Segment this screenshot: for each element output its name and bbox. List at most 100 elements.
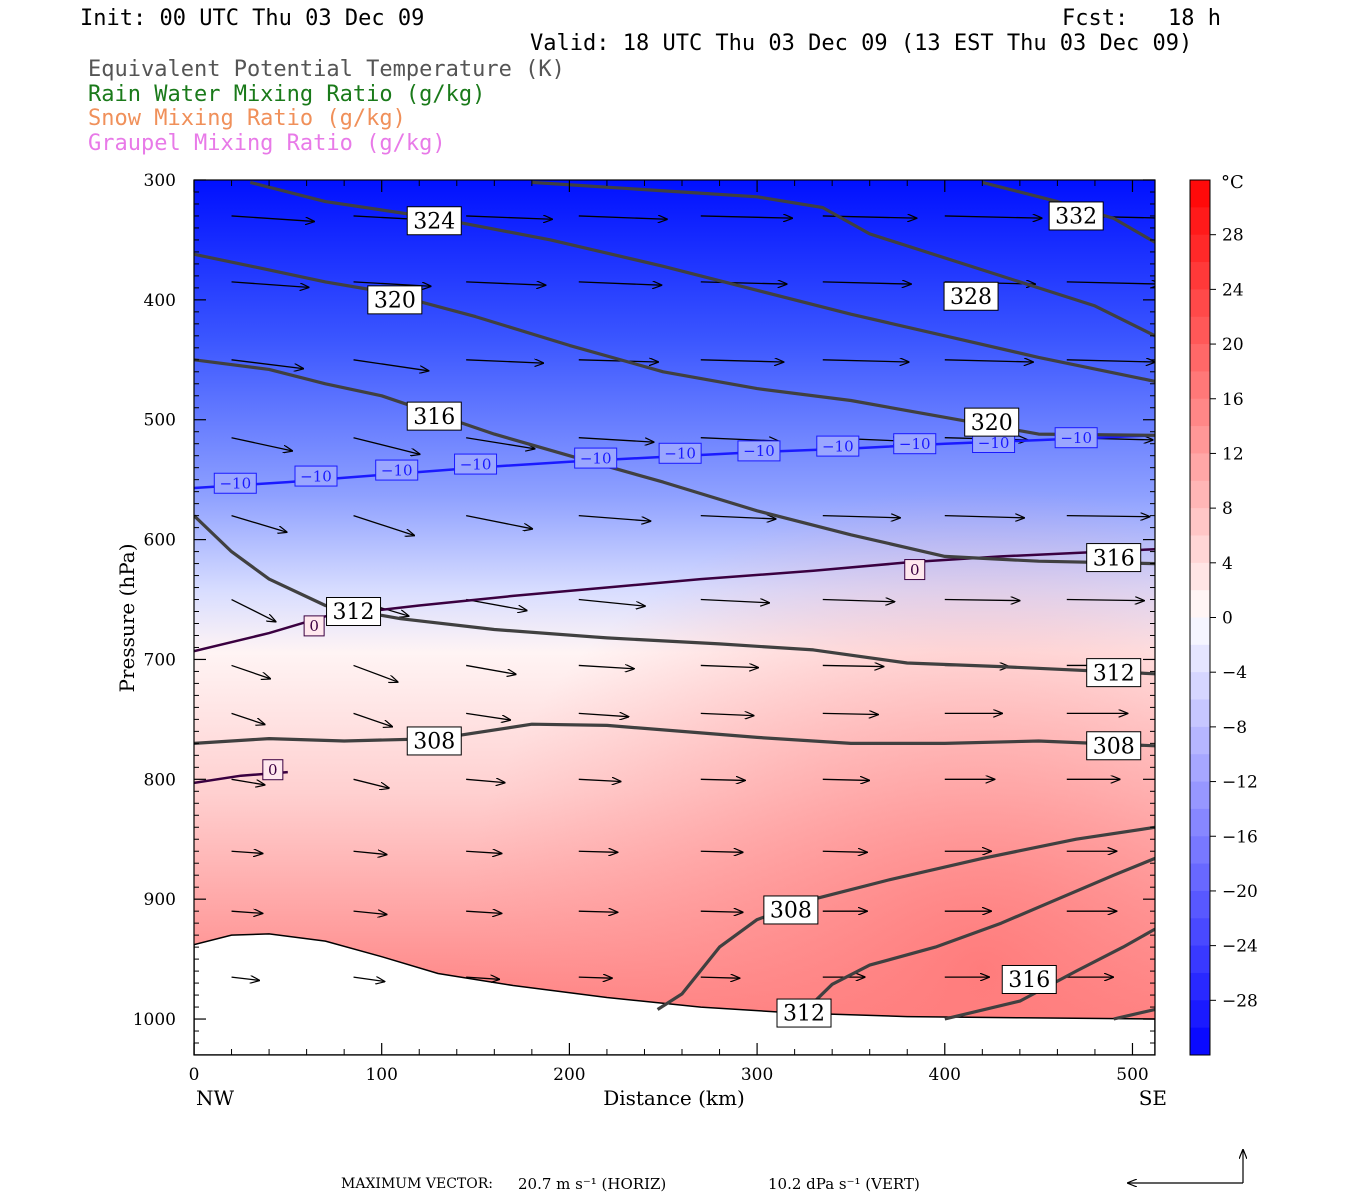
wind-vector [944, 516, 1024, 518]
theta-e-contour-label-box [367, 285, 423, 315]
y-tick-label: 900 [144, 890, 176, 910]
wind-vector [231, 598, 276, 622]
theta-e-contour-label: 308 [770, 899, 812, 924]
wind-vector [822, 600, 895, 602]
x-tick-label: 100 [365, 1065, 397, 1085]
wind-vector [466, 977, 499, 979]
temperature-contour-label: 0 [309, 617, 319, 635]
wind-vector [1066, 600, 1144, 601]
x-end-label-left: NW [196, 1086, 235, 1110]
wind-vector [700, 977, 740, 978]
wind-vector [353, 911, 387, 914]
y-tick-label: 400 [144, 291, 176, 311]
colorbar-tick-label: −28 [1222, 991, 1258, 1011]
theta-e-contour-label-box [406, 726, 462, 756]
temperature-contour-label-box [454, 453, 498, 475]
wind-vector [822, 282, 911, 284]
y-axis-label: Pressure (hPa) [115, 544, 139, 693]
temperature-contour-label-box [294, 465, 338, 487]
colorbar-tick-label: 16 [1222, 390, 1244, 410]
wind-vector [578, 911, 618, 912]
wind-vector [700, 360, 784, 362]
colorbar-tick-label: 0 [1222, 609, 1233, 629]
theta-e-contour-label-box [406, 401, 462, 431]
y-tick-label: 500 [144, 411, 176, 431]
init-time: Init: 00 UTC Thu 03 Dec 09 [80, 6, 425, 31]
wind-vector [700, 516, 776, 519]
wind-vector [466, 911, 501, 913]
theta-e-contour-line [194, 358, 1155, 566]
wind-vector [578, 713, 629, 716]
theta-e-contour-label: 312 [783, 1002, 825, 1027]
theta-e-contour-label: 308 [1093, 734, 1135, 759]
wind-vector [466, 712, 510, 720]
theta-e-contour-line [531, 180, 1155, 338]
temperature-contour-label: −10 [822, 437, 854, 455]
wind-vector [822, 360, 909, 362]
legend-rain: Rain Water Mixing Ratio (g/kg) [88, 82, 486, 107]
temperature-contour-label-box [375, 459, 419, 481]
plot-area: −10 −10 −10 −10 −10 −10 −10 −10 −10 −10 −10 0 0 0 332 3… [194, 180, 1155, 1055]
terrain-fill [194, 933, 1155, 1055]
temperature-contour-label-box [904, 559, 926, 581]
wind-vector [700, 216, 792, 218]
theta-e-contour-label-box [1048, 201, 1104, 231]
wind-vector [578, 514, 651, 522]
wind-vector [353, 977, 385, 981]
temperature-contour-label-box [658, 442, 702, 464]
temperature-contour-label: 0 [268, 761, 278, 779]
wind-vector [578, 282, 662, 285]
wind-vector [700, 600, 769, 603]
colorbar-band [1190, 699, 1210, 728]
theta-e-contour-label: 328 [950, 285, 992, 310]
temperature-contour-label: 0 [910, 561, 920, 579]
wind-vector [466, 779, 505, 782]
wind-vector [944, 360, 1033, 362]
theta-e-contour-line [1113, 1007, 1155, 1021]
colorbar-tick-label: 8 [1222, 499, 1233, 519]
colorbar-unit: °C [1221, 172, 1244, 193]
colorbar-band [1190, 808, 1210, 837]
wind-vector [231, 359, 304, 369]
wind-vector [231, 514, 287, 533]
colorbar-band [1190, 590, 1210, 618]
wind-vector [822, 665, 884, 666]
colorbar-band [1190, 617, 1210, 646]
max-vector-label: MAXIMUM VECTOR: [341, 1176, 493, 1192]
temperature-contour-label-box [303, 615, 325, 637]
temperature-contour-label-box [893, 433, 937, 455]
wind-vector [822, 713, 878, 714]
theta-e-contour-label-box [326, 597, 382, 627]
colorbar-band [1190, 863, 1210, 892]
colorbar-band [1190, 453, 1210, 482]
temperature-contour-label: −10 [381, 461, 413, 479]
wind-vector [466, 282, 545, 285]
x-tick-label: 500 [1116, 1065, 1148, 1085]
contour-labels: −10 −10 −10 −10 −10 −10 −10 −10 −10 −10 −10 0 0 0 332 3… [213, 201, 1142, 1028]
theta-e-contour-label-box [1001, 964, 1057, 994]
colorbar-band [1190, 316, 1210, 345]
max-horizontal-vector: 20.7 m s⁻¹ (HORIZ) [518, 1175, 667, 1193]
wind-vector [231, 712, 265, 724]
wind-vector [231, 851, 263, 853]
valid-time: Valid: 18 UTC Thu 03 Dec 09 (13 EST Thu … [530, 31, 1193, 56]
wind-vector [578, 437, 654, 442]
theta-e-contour-label-box [1086, 543, 1142, 573]
temperature-contour-label: −10 [580, 449, 612, 467]
wind-vector [353, 437, 420, 455]
wind-vector [578, 216, 667, 219]
theta-e-contour-label-box [406, 206, 462, 236]
colorbar-band [1190, 972, 1210, 1001]
wind-vector [353, 664, 398, 682]
forecast-hour: Fcst: 18 h [1062, 6, 1221, 31]
temperature-contour-label: −10 [460, 455, 492, 473]
wind-vector [578, 851, 618, 852]
colorbar-tick-label: 12 [1222, 444, 1244, 464]
theta-e-contour-line [802, 856, 1155, 1013]
colorbar-band [1190, 371, 1210, 400]
colorbar-band [1190, 480, 1210, 509]
colorbar-band [1190, 726, 1210, 755]
max-vertical-vector: 10.2 dPa s⁻¹ (VERT) [768, 1175, 920, 1193]
theta-e-contour-label: 324 [413, 209, 455, 234]
